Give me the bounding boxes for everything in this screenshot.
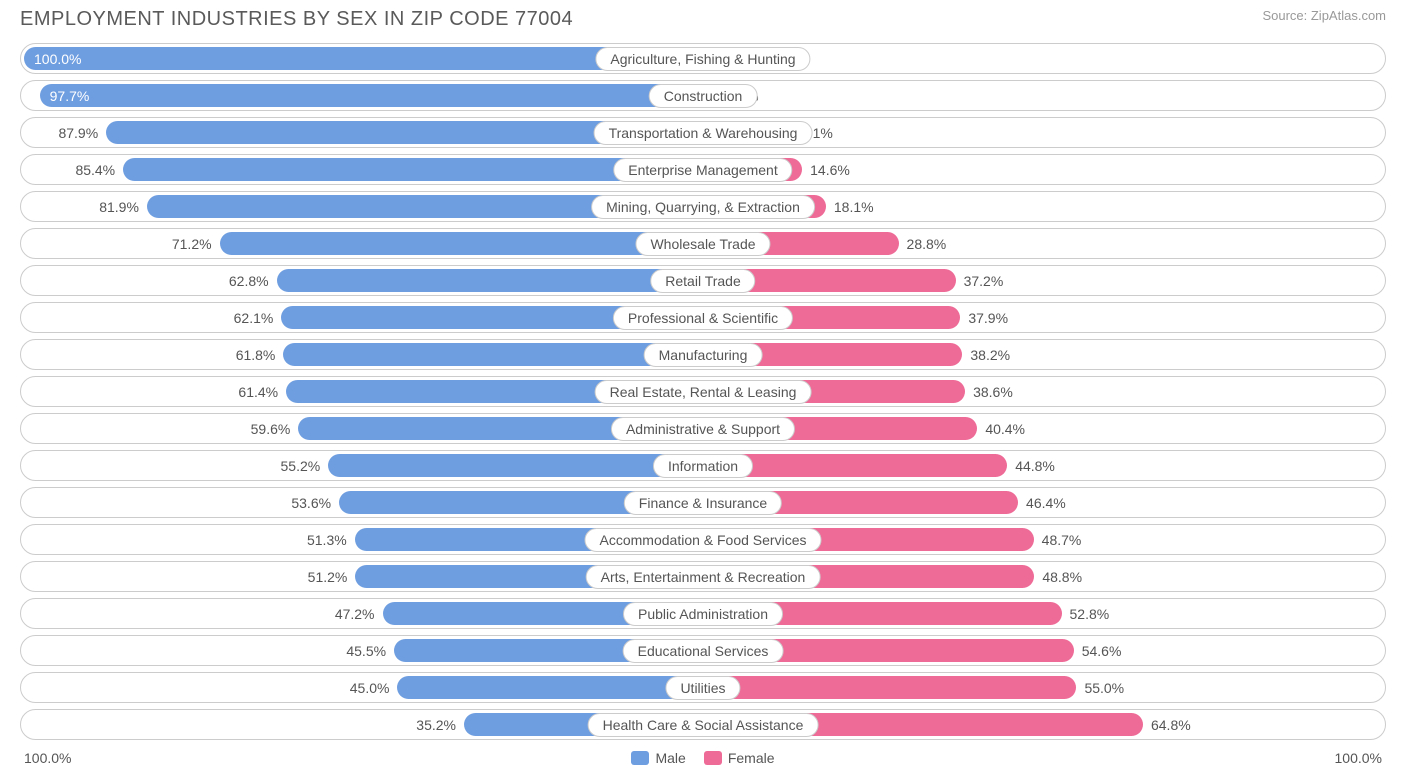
- male-value: 97.7%: [50, 88, 90, 104]
- chart-area: 100.0%0.0%Agriculture, Fishing & Hunting…: [0, 43, 1406, 740]
- chart-row: 97.7%2.3%Construction: [20, 80, 1386, 111]
- female-value: 38.2%: [970, 347, 1010, 363]
- female-value: 28.8%: [907, 236, 947, 252]
- chart-row: 55.2% 44.8% Information: [20, 450, 1386, 481]
- female-value: 18.1%: [834, 199, 874, 215]
- chart-footer: 100.0% Male Female 100.0%: [0, 740, 1406, 780]
- industry-label: Administrative & Support: [611, 417, 795, 441]
- industry-label: Arts, Entertainment & Recreation: [586, 565, 821, 589]
- industry-label: Educational Services: [623, 639, 784, 663]
- industry-label: Retail Trade: [650, 269, 755, 293]
- male-bar: [220, 232, 703, 255]
- female-value: 37.9%: [968, 310, 1008, 326]
- industry-label: Manufacturing: [644, 343, 763, 367]
- chart-title: EMPLOYMENT INDUSTRIES BY SEX IN ZIP CODE…: [20, 8, 573, 31]
- chart-row: 81.9% 18.1% Mining, Quarrying, & Extractio…: [20, 191, 1386, 222]
- male-value: 81.9%: [99, 199, 139, 215]
- female-value: 46.4%: [1026, 495, 1066, 511]
- male-value: 62.1%: [234, 310, 274, 326]
- female-value: 55.0%: [1084, 680, 1124, 696]
- industry-label: Real Estate, Rental & Leasing: [595, 380, 812, 404]
- male-bar: [277, 269, 703, 292]
- female-value: 44.8%: [1015, 458, 1055, 474]
- female-value: 40.4%: [985, 421, 1025, 437]
- male-value: 47.2%: [335, 606, 375, 622]
- chart-row: 100.0%0.0%Agriculture, Fishing & Hunting: [20, 43, 1386, 74]
- chart-row: 62.8% 37.2% Retail Trade: [20, 265, 1386, 296]
- industry-label: Accommodation & Food Services: [585, 528, 822, 552]
- male-value: 59.6%: [251, 421, 291, 437]
- chart-row: 87.9%12.1%Transportation & Warehousing: [20, 117, 1386, 148]
- chart-row: 35.2% 64.8% Health Care & Social Assistanc…: [20, 709, 1386, 740]
- male-value: 61.8%: [236, 347, 276, 363]
- legend-label: Female: [728, 750, 775, 766]
- male-bar: [328, 454, 703, 477]
- female-value: 38.6%: [973, 384, 1013, 400]
- legend-label: Male: [655, 750, 685, 766]
- industry-label: Public Administration: [623, 602, 783, 626]
- industry-label: Professional & Scientific: [613, 306, 793, 330]
- male-bar: [397, 676, 703, 699]
- chart-row: 59.6% 40.4% Administrative & Support: [20, 413, 1386, 444]
- male-value: 61.4%: [238, 384, 278, 400]
- industry-label: Information: [653, 454, 753, 478]
- male-value: 45.0%: [350, 680, 390, 696]
- chart-row: 47.2% 52.8% Public Administration: [20, 598, 1386, 629]
- chart-header: EMPLOYMENT INDUSTRIES BY SEX IN ZIP CODE…: [0, 0, 1406, 43]
- axis-right-label: 100.0%: [1335, 750, 1382, 766]
- male-bar: [283, 343, 703, 366]
- legend-swatch: [704, 751, 722, 765]
- industry-label: Wholesale Trade: [635, 232, 770, 256]
- chart-row: 61.4% 38.6% Real Estate, Rental & Leasing: [20, 376, 1386, 407]
- female-value: 48.7%: [1042, 532, 1082, 548]
- industry-label: Finance & Insurance: [624, 491, 782, 515]
- axis-left-label: 100.0%: [24, 750, 71, 766]
- male-value: 51.3%: [307, 532, 347, 548]
- industry-label: Utilities: [665, 676, 740, 700]
- male-value: 45.5%: [346, 643, 386, 659]
- chart-row: 45.0% 55.0% Utilities: [20, 672, 1386, 703]
- chart-row: 85.4% 14.6% Enterprise Management: [20, 154, 1386, 185]
- male-value: 51.2%: [308, 569, 348, 585]
- male-value: 35.2%: [416, 717, 456, 733]
- industry-label: Transportation & Warehousing: [594, 121, 813, 145]
- male-value: 85.4%: [75, 162, 115, 178]
- industry-label: Mining, Quarrying, & Extraction: [591, 195, 815, 219]
- female-value: 64.8%: [1151, 717, 1191, 733]
- legend-item: Female: [704, 750, 775, 766]
- male-value: 53.6%: [291, 495, 331, 511]
- chart-row: 45.5% 54.6% Educational Services: [20, 635, 1386, 666]
- chart-row: 51.3% 48.7% Accommodation & Food Services: [20, 524, 1386, 555]
- legend-item: Male: [631, 750, 685, 766]
- industry-label: Enterprise Management: [613, 158, 792, 182]
- chart-row: 53.6% 46.4% Finance & Insurance: [20, 487, 1386, 518]
- female-value: 54.6%: [1082, 643, 1122, 659]
- chart-row: 62.1% 37.9% Professional & Scientific: [20, 302, 1386, 333]
- male-value: 55.2%: [281, 458, 321, 474]
- male-value: 87.9%: [58, 125, 98, 141]
- legend-swatch: [631, 751, 649, 765]
- female-bar: [703, 676, 1076, 699]
- industry-label: Health Care & Social Assistance: [588, 713, 819, 737]
- male-bar: 97.7%: [40, 84, 703, 107]
- female-value: 52.8%: [1070, 606, 1110, 622]
- male-value: 100.0%: [34, 51, 81, 67]
- female-value: 14.6%: [810, 162, 850, 178]
- industry-label: Construction: [649, 84, 758, 108]
- female-value: 37.2%: [964, 273, 1004, 289]
- chart-row: 71.2% 28.8% Wholesale Trade: [20, 228, 1386, 259]
- chart-row: 61.8% 38.2% Manufacturing: [20, 339, 1386, 370]
- chart-row: 51.2% 48.8% Arts, Entertainment & Recreati…: [20, 561, 1386, 592]
- industry-label: Agriculture, Fishing & Hunting: [595, 47, 810, 71]
- female-value: 48.8%: [1042, 569, 1082, 585]
- male-value: 62.8%: [229, 273, 269, 289]
- chart-source: Source: ZipAtlas.com: [1262, 8, 1386, 23]
- legend: Male Female: [631, 750, 774, 766]
- male-value: 71.2%: [172, 236, 212, 252]
